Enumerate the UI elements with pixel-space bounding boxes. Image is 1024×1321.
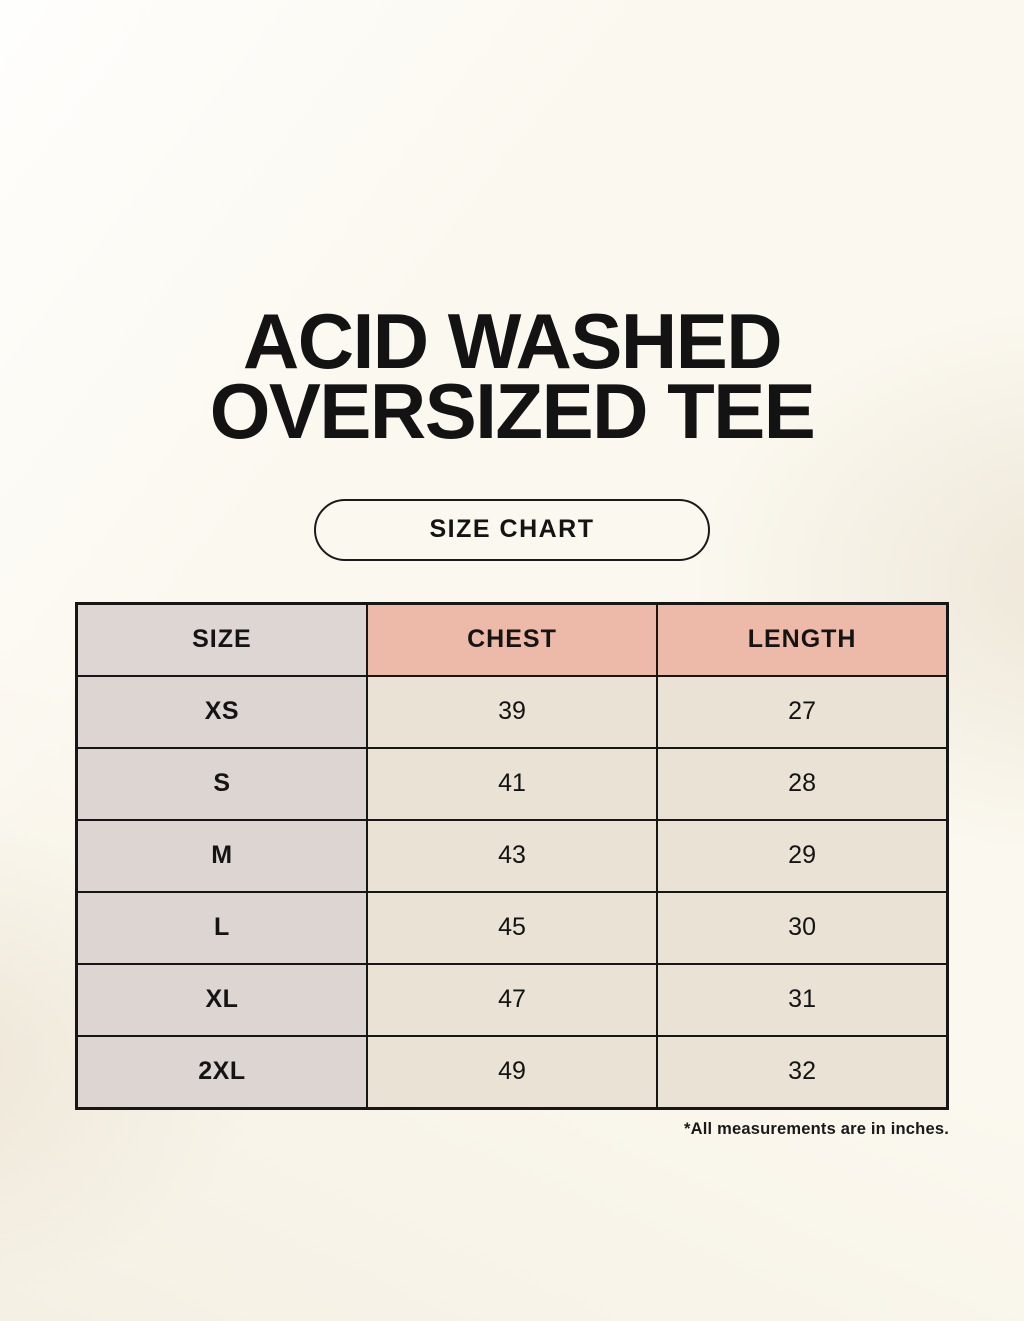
length-value: 28 (656, 746, 949, 821)
page-title-line1: ACID WASHED (242, 297, 783, 386)
table-row: XL 47 31 (75, 962, 949, 1037)
length-value: 30 (656, 890, 949, 965)
length-value: 31 (656, 962, 949, 1037)
length-value: 27 (656, 674, 949, 749)
length-value: 32 (656, 1034, 949, 1110)
size-label: S (75, 746, 368, 821)
size-chart-table: SIZE CHEST LENGTH XS 39 27 S 41 28 M 43 … (75, 601, 949, 1110)
table-row: 2XL 49 32 (75, 1034, 949, 1110)
size-label: M (75, 818, 368, 893)
page-title: ACID WASHED OVERSIZED TEE (0, 302, 1024, 450)
chest-value: 43 (365, 818, 659, 893)
chest-value: 47 (365, 962, 659, 1037)
size-label: XL (75, 962, 368, 1037)
column-header-chest: CHEST (365, 602, 659, 677)
size-label: L (75, 890, 368, 965)
measurements-footnote: *All measurements are in inches. (683, 1119, 949, 1138)
column-header-length: LENGTH (656, 602, 949, 677)
table-row: S 41 28 (75, 746, 949, 821)
table-row: L 45 30 (75, 890, 949, 965)
size-chart-page: ACID WASHED OVERSIZED TEE SIZE CHART SIZ… (0, 302, 1024, 1138)
chest-value: 39 (365, 674, 659, 749)
size-label: XS (75, 674, 368, 749)
page-title-line2: OVERSIZED TEE (209, 367, 816, 456)
chest-value: 49 (365, 1034, 659, 1110)
size-chart-badge-label: SIZE CHART (429, 515, 595, 544)
table-header-row: SIZE CHEST LENGTH (75, 602, 949, 677)
table-row: XS 39 27 (75, 674, 949, 749)
column-header-size: SIZE (75, 602, 368, 677)
size-label: 2XL (75, 1034, 368, 1110)
length-value: 29 (656, 818, 949, 893)
size-chart-badge[interactable]: SIZE CHART (314, 498, 710, 561)
table-row: M 43 29 (75, 818, 949, 893)
chest-value: 45 (365, 890, 659, 965)
chest-value: 41 (365, 746, 659, 821)
